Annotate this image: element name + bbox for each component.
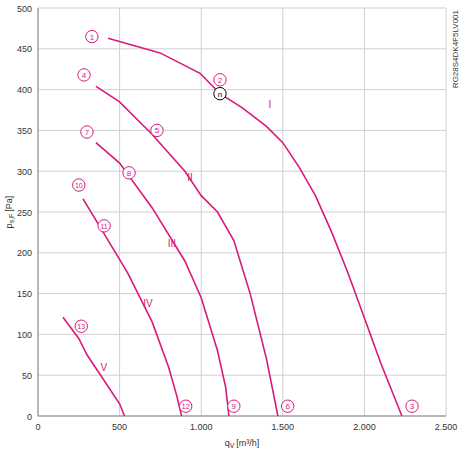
- chart: 0 50 100 150 200 250 300 350 400 450 500 0 500 1.000 1…: [0, 0, 467, 455]
- annotation-circle: [281, 400, 293, 412]
- y-tick-label: 50: [22, 371, 32, 381]
- side-title: RG28S4DK4F5LV001: [451, 9, 460, 88]
- annotation: 9: [228, 400, 240, 412]
- y-tick-label: 100: [17, 330, 32, 340]
- grid: [38, 8, 446, 416]
- annotation-circle: [151, 124, 163, 136]
- y-grid-line: [38, 130, 446, 131]
- annotation-circle: [98, 220, 110, 232]
- annotation-text: n: [218, 90, 222, 99]
- annotation-circle: [179, 400, 191, 412]
- annotation-text: 3: [410, 402, 415, 411]
- curve-label: I: [269, 99, 272, 110]
- annotation: 7: [81, 126, 93, 138]
- annotation-circle: [81, 126, 93, 138]
- annotation: 1: [86, 30, 98, 42]
- fan-curve: [83, 199, 182, 416]
- y-axis-line: [38, 8, 39, 416]
- annotation-text: 8: [127, 169, 132, 178]
- annotation: 10: [73, 179, 85, 191]
- annotation-text: 13: [77, 323, 85, 330]
- curve-label: V: [101, 362, 108, 373]
- y-tick-label: 250: [17, 208, 32, 218]
- annotation: n: [214, 87, 226, 99]
- fan-curve: [63, 317, 125, 416]
- annotation-text: 5: [155, 126, 160, 135]
- annotation-circle: [73, 179, 85, 191]
- annotation: 8: [123, 167, 135, 179]
- annotation: 3: [406, 400, 418, 412]
- annotation-text: 2: [218, 76, 223, 85]
- y-grid-line: [38, 334, 446, 335]
- curve-label: IV: [143, 298, 153, 309]
- y-grid-line: [38, 212, 446, 213]
- annotation: 13: [75, 320, 87, 332]
- y-tick-label: 450: [17, 44, 32, 54]
- x-tick-label: 2.000: [353, 422, 376, 432]
- x-grid-line: [282, 8, 283, 416]
- annotation-circle: [78, 69, 90, 81]
- x-axis-line: [38, 416, 446, 417]
- x-grid-line: [38, 8, 39, 416]
- y-grid-line: [38, 416, 446, 417]
- y-tick-label: 150: [17, 289, 32, 299]
- annotation: 11: [98, 220, 110, 232]
- y-tick-label: 350: [17, 126, 32, 136]
- x-grid-line: [119, 8, 120, 416]
- annotation-text: 1: [90, 33, 95, 42]
- x-axis-title: qV[m³/h]: [225, 438, 260, 449]
- y-grid-line: [38, 48, 446, 49]
- y-tick-label: 400: [17, 85, 32, 95]
- annotation-circle: [214, 87, 226, 99]
- x-axis-title-unit: [m³/h]: [236, 438, 259, 448]
- annotation-text: 12: [182, 403, 190, 410]
- annotation: 12: [179, 400, 191, 412]
- x-grid-line: [446, 8, 447, 416]
- curve-label: III: [168, 238, 176, 249]
- fan-curve: [96, 86, 278, 416]
- annotation: 2: [214, 74, 226, 86]
- y-tick-label: 0: [27, 412, 32, 422]
- fan-curve: [96, 143, 229, 416]
- curves: [63, 38, 402, 416]
- y-tick-label: 200: [17, 248, 32, 258]
- x-grid-line: [201, 8, 202, 416]
- x-tick-label: 0: [35, 422, 40, 432]
- annotation-circle: [86, 30, 98, 42]
- annotation: 4: [78, 69, 90, 81]
- annotation: 5: [151, 124, 163, 136]
- annotation-circle: [214, 74, 226, 86]
- x-tick-label: 2.500: [435, 422, 458, 432]
- annotation-circle: [406, 400, 418, 412]
- y-axis-title-unit: [Pa]: [4, 196, 14, 212]
- y-tick-label: 500: [17, 4, 32, 14]
- y-axis-title: ps,F[Pa]: [4, 196, 15, 229]
- y-grid-line: [38, 293, 446, 294]
- y-grid-line: [38, 8, 446, 9]
- fan-curve: [108, 38, 402, 416]
- y-grid-line: [38, 252, 446, 253]
- x-axis-title-sub: V: [230, 442, 235, 449]
- annotation-text: 7: [85, 128, 90, 137]
- curve-label: II: [187, 172, 193, 183]
- annotation-circle: [228, 400, 240, 412]
- x-tick-label: 1.500: [272, 422, 295, 432]
- y-axis-title-sub: s,F: [8, 214, 15, 224]
- x-grid-line: [364, 8, 365, 416]
- x-tick-label: 500: [112, 422, 127, 432]
- annotation-text: 6: [285, 402, 290, 411]
- annotation-circle: [75, 320, 87, 332]
- annotation-text: 10: [75, 182, 83, 189]
- y-tick-label: 300: [17, 167, 32, 177]
- annotation-text: 9: [232, 402, 237, 411]
- annotation: 6: [281, 400, 293, 412]
- annotation-text: 4: [82, 71, 87, 80]
- y-grid-line: [38, 171, 446, 172]
- annotation-text: 11: [100, 223, 107, 230]
- annotation-circle: [123, 167, 135, 179]
- x-tick-label: 1.000: [190, 422, 213, 432]
